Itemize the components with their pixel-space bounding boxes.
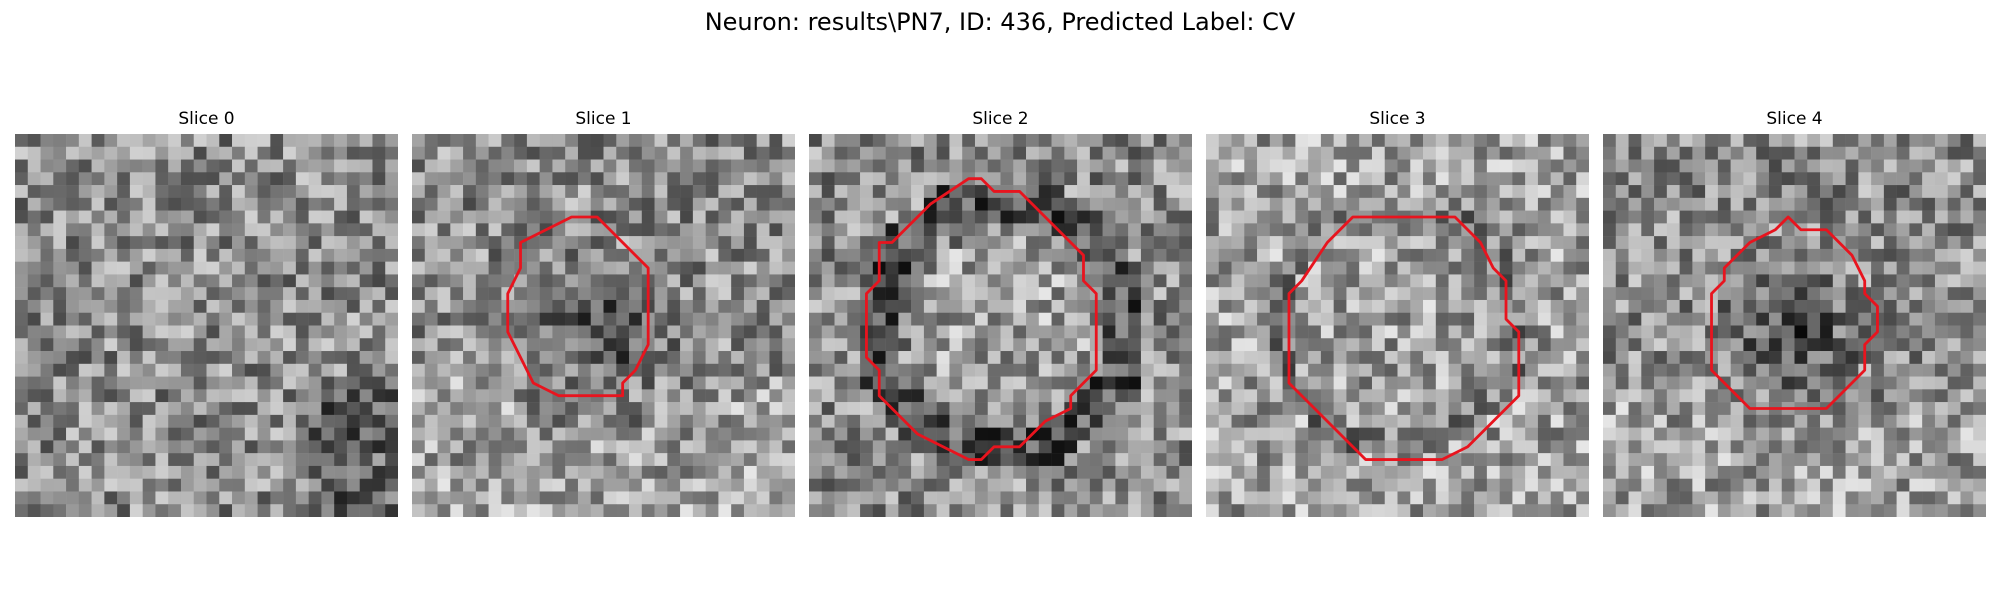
slice-panel-4: Slice 4 [1603,108,1986,130]
slice-panel-3: Slice 3 [1206,108,1589,130]
slice-title: Slice 0 [15,108,398,130]
slice-svg [412,134,795,517]
slice-image [412,134,795,517]
slice-title: Slice 2 [809,108,1192,130]
figure-title: Neuron: results\PN7, ID: 436, Predicted … [0,8,2000,36]
pixel-grid [412,134,795,517]
slice-title: Slice 4 [1603,108,1986,130]
pixel-grid [15,134,398,517]
slice-svg [809,134,1192,517]
slice-title: Slice 1 [412,108,795,130]
slice-panel-2: Slice 2 [809,108,1192,130]
slice-image [15,134,398,517]
slice-svg [1603,134,1986,517]
slice-svg [1206,134,1589,517]
slice-image [1603,134,1986,517]
slice-panel-0: Slice 0 [15,108,398,130]
slice-title: Slice 3 [1206,108,1589,130]
pixel-grid [1603,134,1986,517]
slice-image [809,134,1192,517]
slice-panel-1: Slice 1 [412,108,795,130]
slice-image [1206,134,1589,517]
slice-svg [15,134,398,517]
